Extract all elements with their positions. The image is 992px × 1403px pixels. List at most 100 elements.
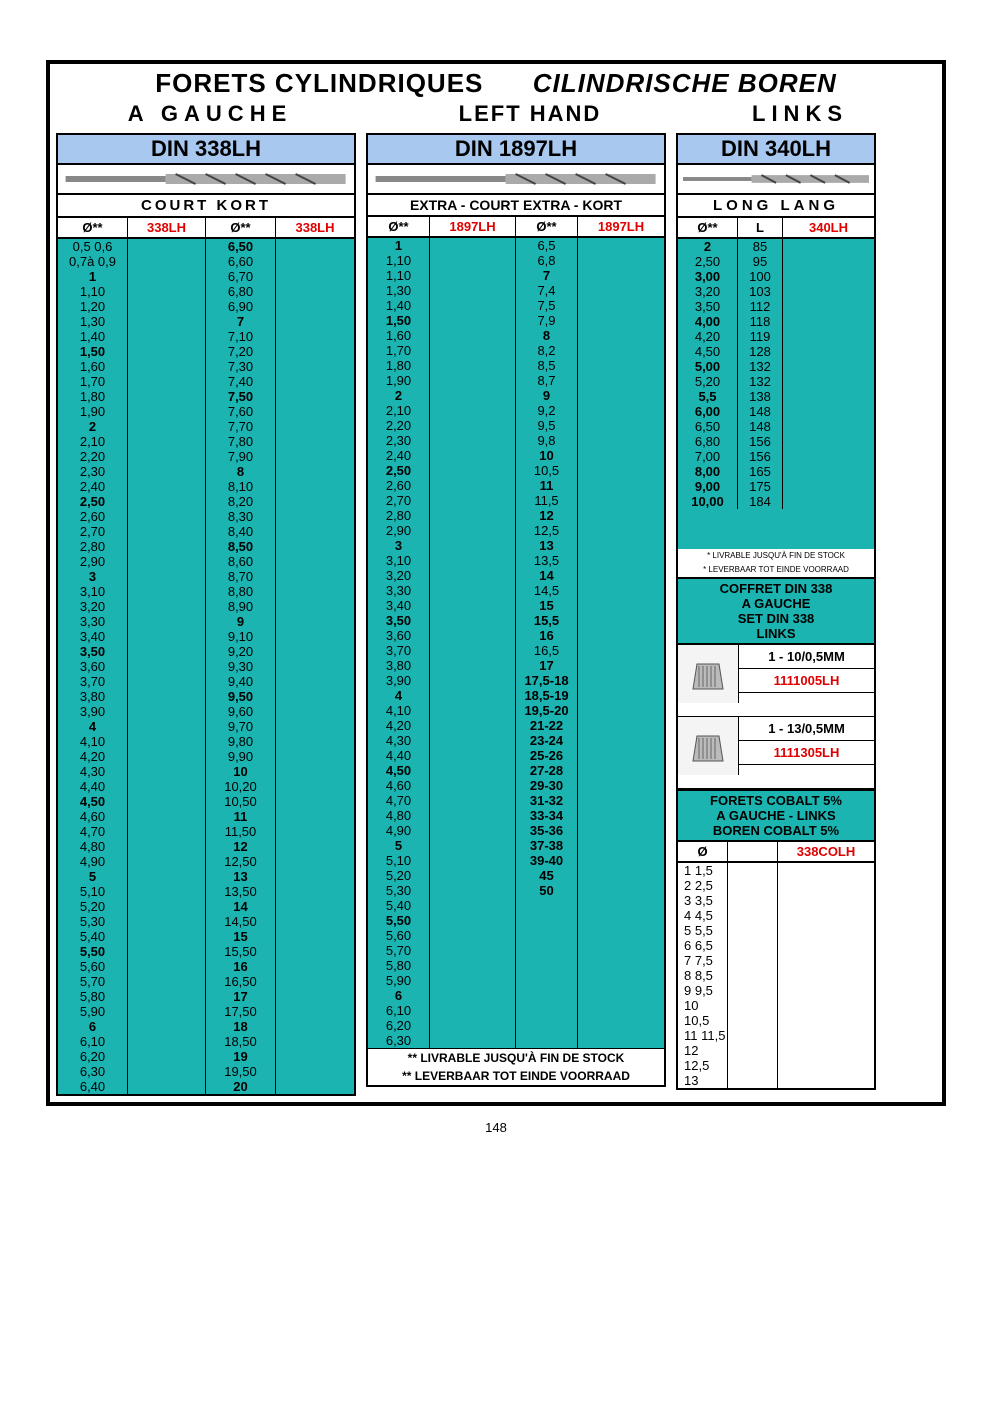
table-row: 148 — [738, 404, 782, 419]
table-row: 7,00 — [678, 449, 737, 464]
table-row: 27-28 — [516, 763, 577, 778]
table-row: 100 — [738, 269, 782, 284]
table-row: 8,50 — [206, 539, 275, 554]
table-row: 4,00 — [678, 314, 737, 329]
h-diam2: Ø** — [206, 218, 276, 237]
table-row: 2,50 — [58, 494, 127, 509]
table-row: 165 — [738, 464, 782, 479]
table-row: 13 — [684, 1073, 727, 1088]
table-row: 2,60 — [368, 478, 429, 493]
table-row: 3,20 — [58, 599, 127, 614]
table-row: 5 — [368, 838, 429, 853]
table-row: 2,80 — [368, 508, 429, 523]
set2-code: 1111305LH — [739, 741, 874, 765]
table-row: 12 12,5 — [684, 1043, 727, 1073]
table-row: 4,40 — [58, 779, 127, 794]
foot-nl: ** LEVERBAAR TOT EINDE VOORRAAD — [368, 1067, 664, 1085]
table-row: 119 — [738, 329, 782, 344]
table-row: 7 7,5 — [684, 953, 727, 968]
table-row: 8,90 — [206, 599, 275, 614]
table-row: 2,70 — [58, 524, 127, 539]
h-len: L — [738, 218, 783, 237]
table-row: 9,5 — [516, 418, 577, 433]
din1897-sub: EXTRA - COURT EXTRA - KORT — [368, 195, 664, 217]
table-row: 7,20 — [206, 344, 275, 359]
table-row: 9,00 — [678, 479, 737, 494]
table-row: 6,90 — [206, 299, 275, 314]
table-row: 31-32 — [516, 793, 577, 808]
din338-header: DIN 338LH — [58, 135, 354, 165]
table-row: 3,10 — [58, 584, 127, 599]
table-row: 11,50 — [206, 824, 275, 839]
table-row: 7,60 — [206, 404, 275, 419]
table-row: 5,00 — [678, 359, 737, 374]
table-row: 8,40 — [206, 524, 275, 539]
table-row: 8,60 — [206, 554, 275, 569]
table-row: 21-22 — [516, 718, 577, 733]
table-row: 4,30 — [368, 733, 429, 748]
table-row: 6,40 — [58, 1079, 127, 1094]
table-row: 12,5 — [516, 523, 577, 538]
cobalt-colhead: Ø 338COLH — [678, 842, 874, 863]
table-row: 1,80 — [368, 358, 429, 373]
table-row: 8 — [516, 328, 577, 343]
table-row: 9,50 — [206, 689, 275, 704]
table-row: 9,2 — [516, 403, 577, 418]
h-diam: Ø** — [678, 218, 738, 237]
table-row: 175 — [738, 479, 782, 494]
table-row: 4,30 — [58, 764, 127, 779]
set-header-line: A GAUCHE — [678, 596, 874, 611]
table-row: 7 — [516, 268, 577, 283]
table-row: 8,10 — [206, 479, 275, 494]
table-row: 33-34 — [516, 808, 577, 823]
drill-set-icon — [678, 645, 739, 703]
table-row: 5,60 — [368, 928, 429, 943]
table-row: 5,50 — [58, 944, 127, 959]
table-row: 4,80 — [58, 839, 127, 854]
table-row: 2,10 — [368, 403, 429, 418]
table-row: 3,70 — [58, 674, 127, 689]
table-row: 6,80 — [206, 284, 275, 299]
table-row: 11 11,5 — [684, 1028, 727, 1043]
table-row: 6,8 — [516, 253, 577, 268]
table-row: 6 — [368, 988, 429, 1003]
table-row: 3 — [368, 538, 429, 553]
table-row: 2,10 — [58, 434, 127, 449]
table-row: 4,90 — [58, 854, 127, 869]
table-row: 3 — [58, 569, 127, 584]
din338-body: 0,5 0,60,7à 0,911,101,201,301,401,501,60… — [58, 239, 354, 1094]
table-row: 4 — [368, 688, 429, 703]
table-row: 7,9 — [516, 313, 577, 328]
table-row: 20 — [206, 1079, 275, 1094]
table-row: 16,5 — [516, 643, 577, 658]
subtitle-right: LINKS — [690, 101, 910, 127]
h-code: 340LH — [783, 218, 874, 237]
table-row: 2 — [678, 239, 737, 254]
table-row: 6,20 — [58, 1049, 127, 1064]
page-number: 148 — [0, 1106, 992, 1149]
table-row: 2,70 — [368, 493, 429, 508]
table-row: 132 — [738, 374, 782, 389]
catalog-page: FORETS CYLINDRIQUES CILINDRISCHE BOREN A… — [46, 60, 946, 1106]
table-row: 2,50 — [368, 463, 429, 478]
table-row: 6,10 — [58, 1034, 127, 1049]
table-row: 5,70 — [368, 943, 429, 958]
table-row: 2,30 — [58, 464, 127, 479]
col-din338: DIN 338LH COURT KORT Ø** 338LH Ø** 338LH… — [56, 133, 356, 1096]
table-row: 4,80 — [368, 808, 429, 823]
table-row: 1,90 — [58, 404, 127, 419]
table-row: 4,90 — [368, 823, 429, 838]
table-row: 3,40 — [368, 598, 429, 613]
table-row: 7,30 — [206, 359, 275, 374]
din1897-body: 11,101,101,301,401,501,601,701,801,9022,… — [368, 238, 664, 1048]
table-row: 4,20 — [678, 329, 737, 344]
table-row: 8,2 — [516, 343, 577, 358]
table-row: 1,40 — [58, 329, 127, 344]
table-row: 9,8 — [516, 433, 577, 448]
table-row: 3,50 — [58, 644, 127, 659]
table-row: 8,20 — [206, 494, 275, 509]
table-row: 5,20 — [58, 899, 127, 914]
table-row: 3,30 — [368, 583, 429, 598]
table-row: 3,80 — [368, 658, 429, 673]
table-row: 2,90 — [58, 554, 127, 569]
